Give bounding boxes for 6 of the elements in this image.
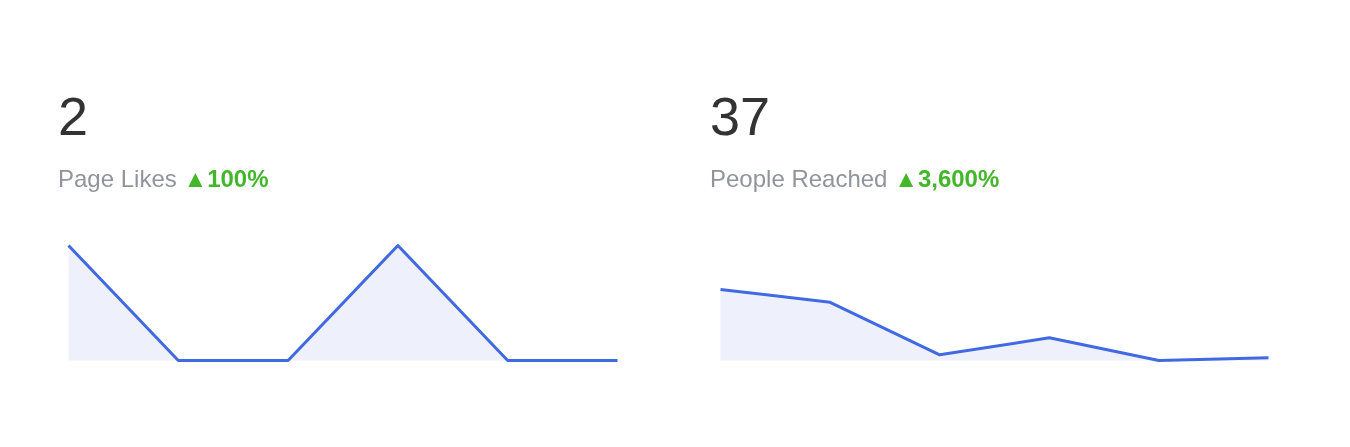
text: ▲100% bbox=[183, 165, 269, 192]
chart-title: 37 bbox=[710, 85, 771, 147]
chart-subtitle: Page Likes bbox=[58, 165, 177, 192]
chart-subtitle: People Reached bbox=[710, 165, 888, 192]
text: ▲3,600% bbox=[894, 165, 1000, 192]
chart-title: 2 bbox=[58, 85, 89, 147]
